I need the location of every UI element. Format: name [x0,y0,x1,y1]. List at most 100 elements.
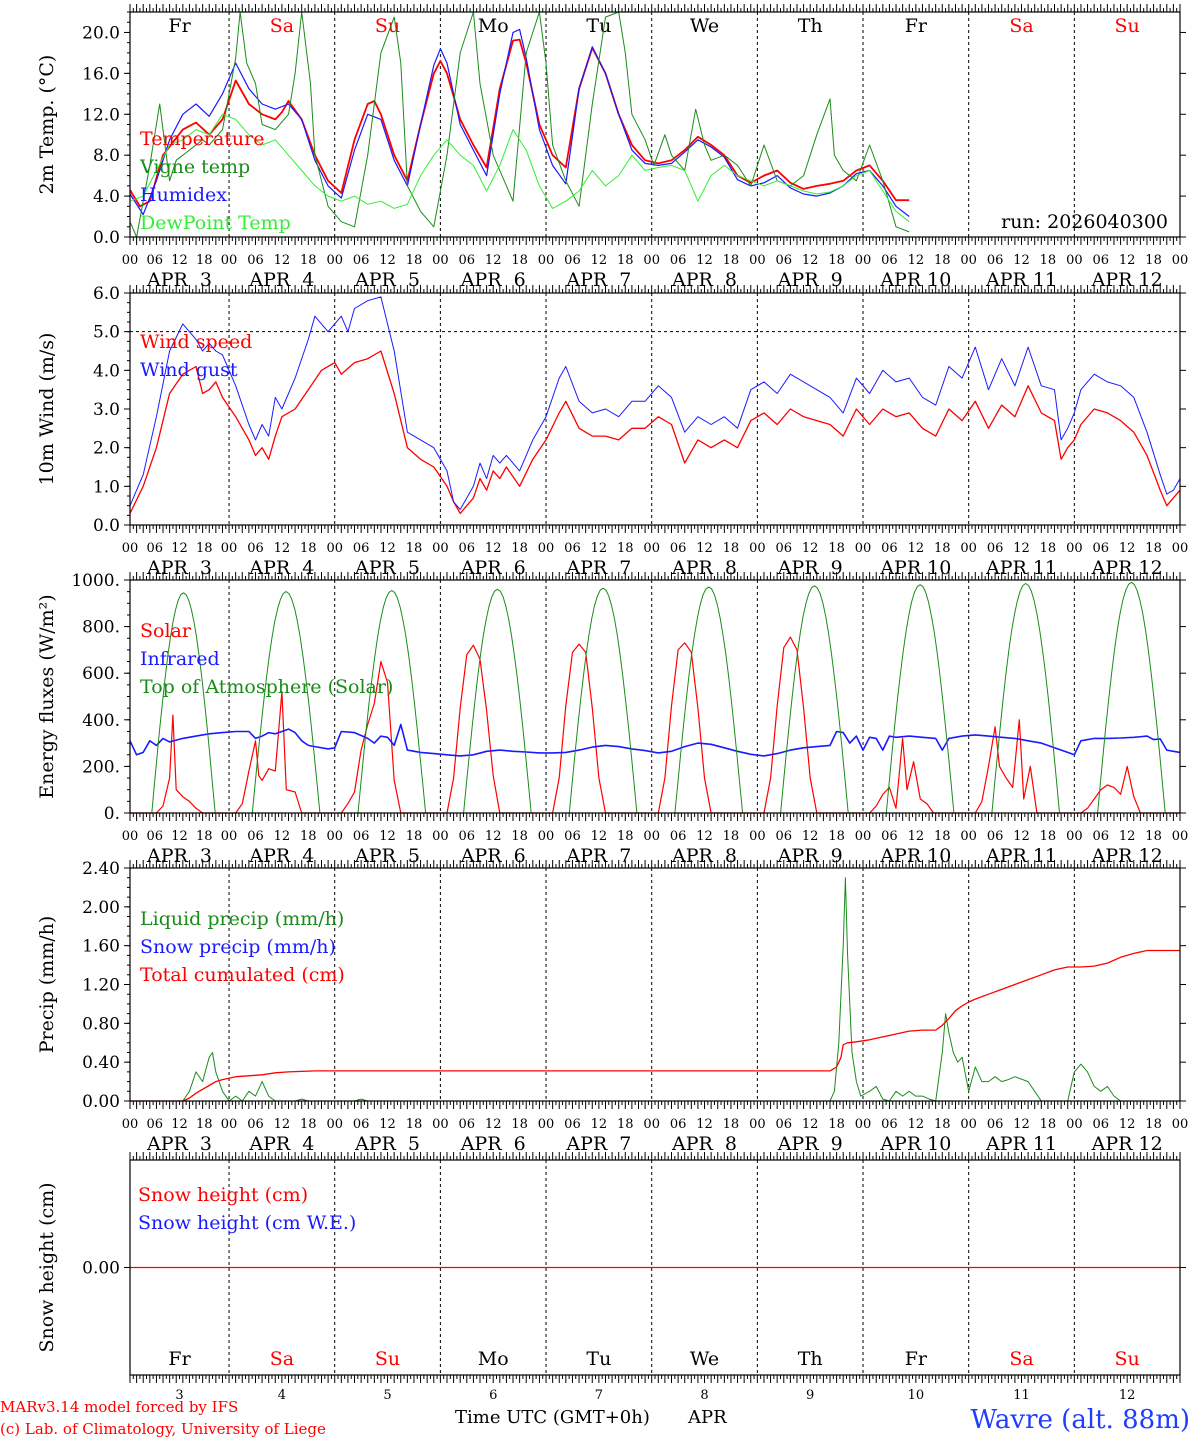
hour-tick-label: 00 [326,253,343,268]
hour-tick-label: 06 [1092,1117,1109,1132]
weekday-label: Tu [586,1348,611,1370]
hour-tick-label: 18 [196,829,213,844]
hour-tick-label: 00 [1066,1117,1083,1132]
y-tick-label: 8.0 [93,146,120,166]
hour-tick-label: 12 [171,1117,188,1132]
day-number: 10 [908,1388,925,1403]
weekday-label: Mo [478,1348,509,1370]
hour-tick-label: 12 [908,829,925,844]
hour-tick-label: 12 [274,1117,291,1132]
panel-frame [129,1159,1181,1376]
hour-tick-label: 00 [326,829,343,844]
y-tick-label: 0.00 [82,1092,120,1112]
hour-tick-label: 00 [643,253,660,268]
hour-tick-label: 18 [828,829,845,844]
hour-tick-label: 00 [326,1117,343,1132]
day-number: 8 [700,1388,708,1403]
hour-tick-label: 06 [776,1117,793,1132]
legend-entry: Infrared [140,648,220,670]
y-tick-label: 800. [82,618,120,638]
hour-tick-label: 00 [643,829,660,844]
hour-tick-label: 12 [908,541,925,556]
hour-tick-label: 18 [828,1117,845,1132]
hour-tick-label: 18 [723,829,740,844]
hour-tick-label: 18 [406,1117,423,1132]
hour-tick-label: 18 [196,1117,213,1132]
date-label: APR 7 [565,845,631,867]
hour-tick-label: 06 [247,1117,264,1132]
hour-tick-label: 18 [1145,829,1162,844]
hour-tick-label: 06 [670,829,687,844]
date-label: APR 9 [777,845,843,867]
hour-tick-label: 06 [247,253,264,268]
series-liquid-precip [130,877,1180,1102]
hour-tick-label: 18 [511,829,528,844]
hour-tick-label: 06 [670,253,687,268]
hour-tick-label: 18 [1040,829,1057,844]
hour-tick-label: 00 [960,829,977,844]
hour-tick-label: 00 [432,829,449,844]
weekday-label: We [690,15,719,37]
hour-tick-label: 00 [538,1117,555,1132]
date-label: APR 9 [777,557,843,579]
hour-tick-label: 18 [617,1117,634,1132]
hour-tick-label: 06 [459,541,476,556]
series-infrared [129,723,1181,757]
y-tick-label: 200. [82,757,120,777]
date-label: APR 10 [879,845,951,867]
hour-tick-label: 06 [1092,253,1109,268]
y-tick-label: 4.0 [93,187,120,207]
date-label: APR 9 [777,1133,843,1155]
date-label: APR 6 [460,1133,526,1155]
y-axis-label: Precip (mm/h) [36,916,58,1054]
hour-tick-label: 00 [432,1117,449,1132]
hour-tick-label: 06 [1092,829,1109,844]
model-credit: MARv3.14 model forced by IFS [0,1398,238,1416]
hour-tick-label: 18 [1040,541,1057,556]
hour-tick-label: 12 [1119,541,1136,556]
date-label: APR 8 [671,269,737,291]
hour-tick-label: 12 [908,1117,925,1132]
hour-tick-label: 06 [564,1117,581,1132]
hour-tick-label: 18 [934,1117,951,1132]
hour-tick-label: 00 [855,1117,872,1132]
weekday-label: Su [375,1348,400,1370]
hour-tick-label: 06 [564,541,581,556]
hour-tick-label: 00 [1066,829,1083,844]
date-label: APR 12 [1091,845,1163,867]
hour-tick-label: 06 [353,541,370,556]
date-label: APR 5 [354,845,420,867]
hour-tick-label: 18 [723,1117,740,1132]
legend-entry: Solar [140,620,192,642]
y-axis-label: 10m Wind (m/s) [36,333,58,486]
hour-tick-label: 12 [485,541,502,556]
weekday-label: Su [375,15,400,37]
hour-tick-label: 06 [670,541,687,556]
weekday-label: Sa [1009,15,1033,37]
hour-tick-label: 06 [146,541,163,556]
hour-tick-label: 00 [960,541,977,556]
panel-frame [129,11,1181,238]
hour-tick-label: 12 [591,253,608,268]
weekday-label: Sa [270,1348,294,1370]
panel-snow: 0.00 Snow height (cm) Snow height (cm) Snow… [36,1152,1186,1403]
hour-tick-label: 06 [987,829,1004,844]
legend-entry: Wind speed [140,331,252,353]
hour-tick-label: 12 [591,1117,608,1132]
y-tick-label: 1000. [71,571,120,591]
hour-tick-label: 00 [221,253,238,268]
legend-entry: DewPoint Temp [140,212,291,234]
date-label: APR 10 [879,1133,951,1155]
hour-tick-label: 12 [1013,541,1030,556]
hour-tick-label: 00 [326,541,343,556]
hour-tick-label: 00 [122,1117,139,1132]
date-label: APR 4 [248,557,314,579]
y-tick-label: 6.0 [93,284,120,304]
y-tick-label: 2.0 [93,439,120,459]
hour-tick-label: 18 [196,541,213,556]
hour-tick-label: 18 [828,253,845,268]
y-tick-label: 1.60 [82,937,120,957]
y-axis-label: 2m Temp. (°C) [36,55,58,195]
